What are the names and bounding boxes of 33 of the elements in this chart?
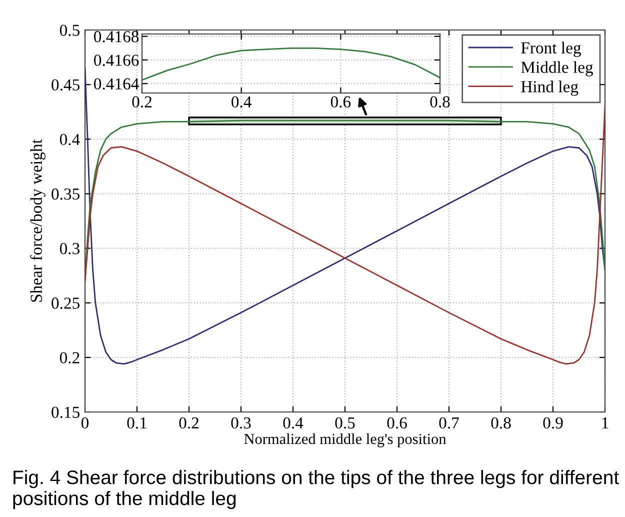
x-tick-label: 0 (81, 417, 89, 429)
x-axis-title: Normalized middle leg's position (244, 433, 446, 448)
x-tick-label: 0.2 (132, 96, 152, 108)
y-tick-label: 0.5 (60, 24, 80, 36)
x-tick-label: 0.1 (127, 417, 146, 429)
y-tick-label: 0.25 (52, 298, 80, 309)
y-tick-label: 0.45 (52, 79, 80, 91)
y-tick-label: 0.4 (60, 134, 80, 146)
legend-label: Hind leg (521, 80, 578, 96)
y-tick-label: 0.4166 (94, 54, 139, 66)
legend-label: Middle leg (521, 61, 594, 76)
legend-label: Front leg (521, 42, 581, 57)
caption: Fig. 4 Shear force distributions on the tips of the three legs for different positions of the middle leg (13, 470, 619, 510)
x-tick-label: 0.4 (283, 417, 304, 429)
y-tick-label: 0.15 (52, 406, 80, 418)
y-tick-label: 0.35 (52, 188, 80, 200)
y-tick-label: 0.2 (60, 352, 80, 364)
x-tick-label: 0.9 (543, 417, 563, 429)
x-tick-label: 0.5 (335, 417, 355, 429)
x-tick-label: 0.4 (232, 96, 252, 108)
line-series (142, 47, 440, 81)
y-tick-label: 0.3 (60, 242, 80, 254)
x-tick-label: 0.7 (439, 417, 459, 429)
x-tick-label: 0.8 (491, 417, 511, 429)
y-tick-label: 0.4164 (94, 78, 139, 90)
x-tick-label: 0.6 (330, 96, 351, 108)
x-tick-label: 0.6 (387, 417, 407, 429)
x-tick-label: 0.8 (430, 96, 450, 108)
y-axis-title: Shear force/body weight (30, 139, 46, 302)
x-tick-label: 0.2 (179, 417, 198, 429)
y-tick-label: 0.4168 (94, 31, 139, 42)
x-tick-label: 1 (602, 417, 608, 428)
x-tick-label: 0.3 (231, 417, 251, 429)
